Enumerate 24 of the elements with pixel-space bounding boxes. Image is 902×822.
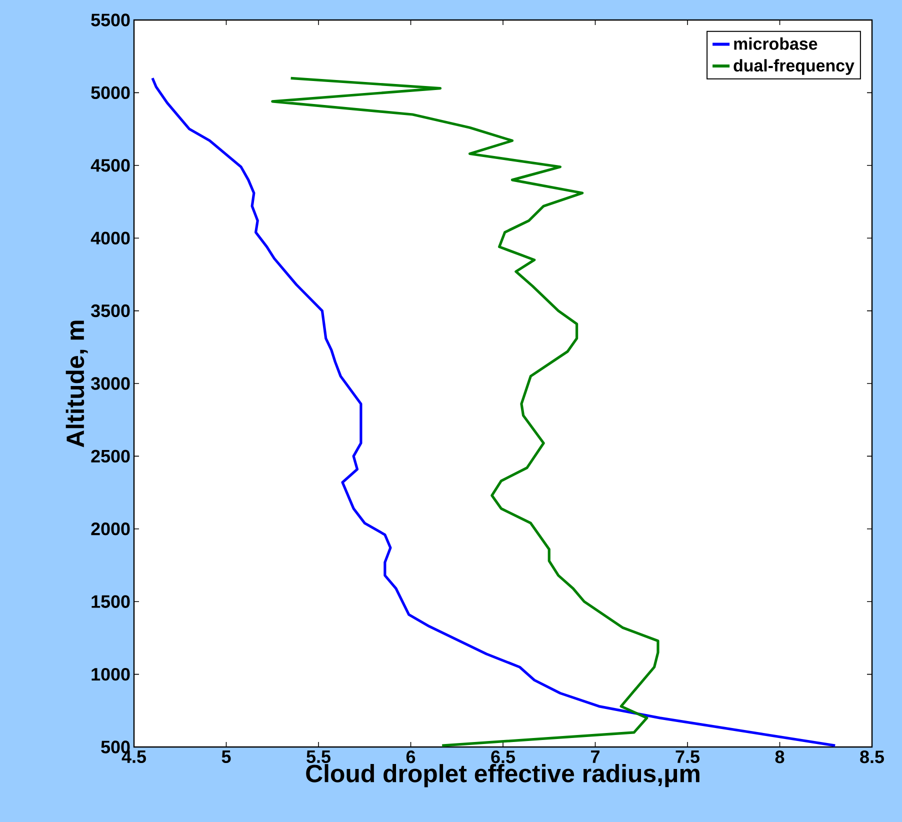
x-tick-label: 6 bbox=[406, 750, 416, 764]
line-series bbox=[151, 76, 836, 747]
y-tick-label: 3500 bbox=[90, 304, 130, 318]
x-tick-label: 6.5 bbox=[491, 750, 515, 764]
y-tick-label: 2500 bbox=[91, 450, 130, 463]
y-tick-label: 2000 bbox=[91, 522, 130, 536]
y-tick-label: 4500 bbox=[90, 159, 130, 172]
x-tick-label: 7.5 bbox=[676, 750, 700, 764]
y-tick-label: 5000 bbox=[91, 86, 130, 100]
y-tick-label: 3000 bbox=[90, 377, 130, 390]
y-tick-label: 1500 bbox=[92, 595, 130, 608]
x-tick-label: 7 bbox=[591, 750, 600, 763]
legend-label: microbase bbox=[734, 37, 818, 50]
y-tick-label: 5500 bbox=[91, 14, 130, 26]
line-series bbox=[271, 76, 660, 747]
legend-label: dual-frequency bbox=[734, 59, 854, 75]
y-tick-label: 1000 bbox=[92, 668, 130, 681]
y-tick-label: 4000 bbox=[90, 232, 130, 244]
x-tick-label: 8 bbox=[775, 750, 784, 764]
x-tick-label: 8.5 bbox=[860, 750, 884, 764]
y-axis-title: Altitude, m bbox=[66, 320, 88, 448]
x-tick-label: 5 bbox=[222, 750, 231, 764]
x-axis-title: Cloud droplet effective radius,μm bbox=[306, 764, 700, 788]
x-tick-label: 5.5 bbox=[306, 750, 330, 764]
